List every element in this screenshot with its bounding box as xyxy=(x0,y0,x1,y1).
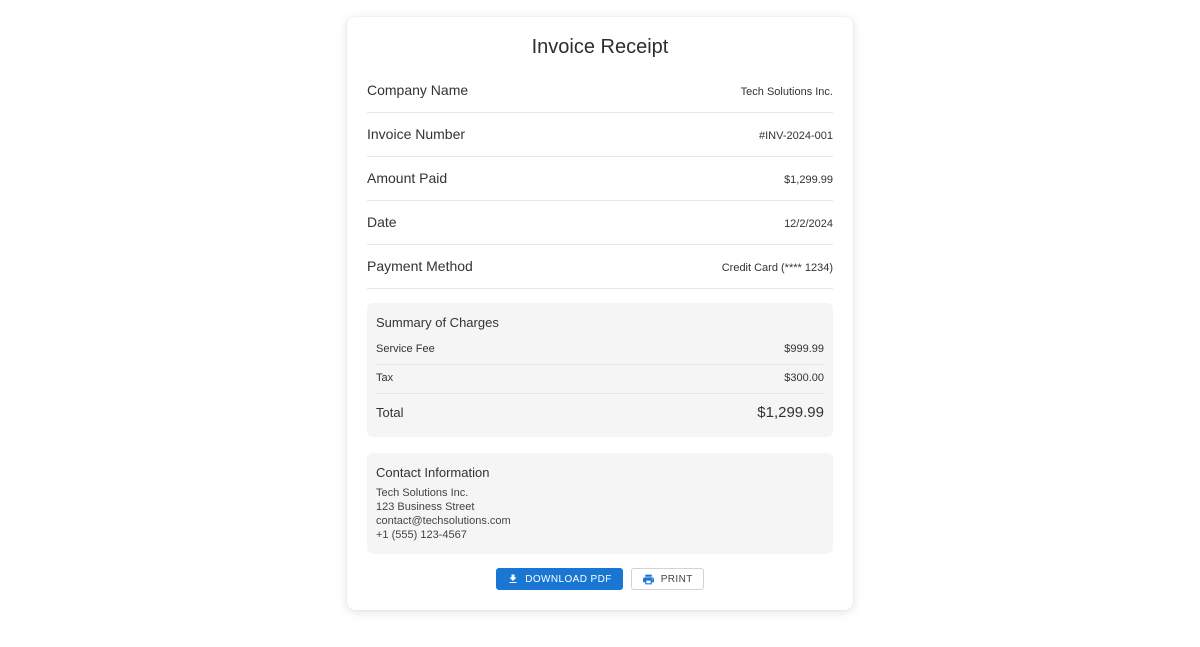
summary-value: $300.00 xyxy=(784,372,824,384)
total-value: $1,299.99 xyxy=(757,404,824,421)
detail-row-date: Date 12/2/2024 xyxy=(367,201,833,245)
print-button[interactable]: PRINT xyxy=(630,568,704,590)
summary-label: Service Fee xyxy=(376,343,435,355)
summary-label: Tax xyxy=(376,372,394,384)
total-label: Total xyxy=(376,405,404,420)
download-icon xyxy=(507,573,519,585)
summary-section: Summary of Charges Service Fee $999.99 T… xyxy=(367,303,833,437)
contact-line-address: 123 Business Street xyxy=(376,501,475,513)
detail-row-company-name: Company Name Tech Solutions Inc. xyxy=(367,69,833,113)
page-title: Invoice Receipt xyxy=(531,36,669,58)
summary-total-row: Total $1,299.99 xyxy=(376,394,824,425)
summary-row-tax: Tax $300.00 xyxy=(376,365,824,394)
detail-value: $1,299.99 xyxy=(784,174,833,186)
detail-row-invoice-number: Invoice Number #INV-2024-001 xyxy=(367,113,833,157)
contact-heading: Contact Information xyxy=(376,465,490,480)
detail-value: Tech Solutions Inc. xyxy=(740,86,833,98)
contact-line-company: Tech Solutions Inc. xyxy=(376,487,469,499)
download-pdf-label: DOWNLOAD PDF xyxy=(525,573,612,585)
detail-row-payment-method: Payment Method Credit Card (**** 1234) xyxy=(367,245,833,289)
detail-value: #INV-2024-001 xyxy=(759,130,833,142)
detail-label: Invoice Number xyxy=(367,126,466,142)
printer-icon xyxy=(642,573,655,586)
invoice-card: Invoice Receipt Company Name Tech Soluti… xyxy=(347,17,853,610)
actions-bar: DOWNLOAD PDF PRINT xyxy=(367,568,833,590)
detail-label: Date xyxy=(367,214,397,230)
print-label: PRINT xyxy=(660,573,693,585)
summary-row-service-fee: Service Fee $999.99 xyxy=(376,336,824,365)
contact-line-email: contact@techsolutions.com xyxy=(376,515,511,527)
summary-heading: Summary of Charges xyxy=(376,315,499,330)
detail-row-amount-paid: Amount Paid $1,299.99 xyxy=(367,157,833,201)
summary-value: $999.99 xyxy=(784,343,824,355)
detail-label: Payment Method xyxy=(367,258,473,274)
download-pdf-button[interactable]: DOWNLOAD PDF xyxy=(496,568,623,590)
contact-section: Contact Information Tech Solutions Inc. … xyxy=(367,453,833,554)
detail-value: 12/2/2024 xyxy=(784,218,833,230)
detail-label: Amount Paid xyxy=(367,170,448,186)
detail-value: Credit Card (**** 1234) xyxy=(721,262,833,274)
detail-label: Company Name xyxy=(367,82,469,98)
contact-line-phone: +1 (555) 123-4567 xyxy=(376,529,467,541)
